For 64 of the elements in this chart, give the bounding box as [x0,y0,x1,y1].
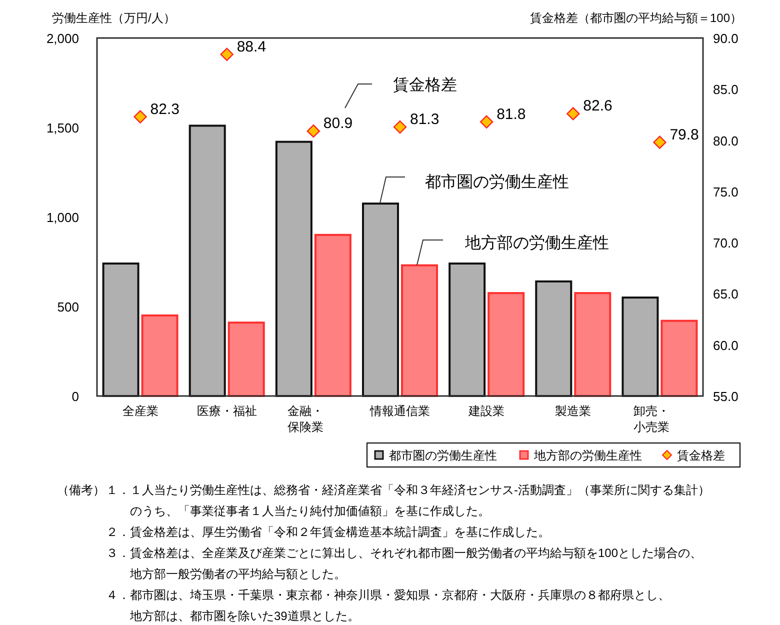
bar [102,262,140,397]
y-tick-label: 2,000 [46,31,79,46]
bar [660,320,698,397]
x-tick-label: 情報通信業 [369,404,430,418]
annotation: 都市圏の労働生産性 [425,173,569,191]
bar [574,292,612,397]
point [566,107,580,120]
y2-tick-label: 75.0 [713,184,738,200]
text: 地方部一般労働者の平均給与額とした。 [129,567,346,581]
y2-tick-label: 85.0 [713,82,738,98]
data-label: 82.3 [150,100,180,118]
y2-tick-label: 60.0 [713,338,738,353]
data-label: 88.4 [236,38,266,56]
point [134,110,147,124]
point [306,124,320,138]
data-label: 81.8 [496,106,526,123]
x-tick-label: 卸売・小売業 [634,404,670,434]
y2label: 賃金格差（都市圏の平均給与額＝100） [530,11,742,25]
text: ２．賃金格差は、厚生労働省「令和２年賃金構造基本統計調査」を基に作成した。 [106,525,550,539]
y2-tick-label: 80.0 [713,133,738,148]
annotation: 賃金格差 [393,76,457,94]
bar [401,264,438,397]
bar [622,296,659,397]
text: （備考） [57,483,105,497]
data-label: 80.9 [323,115,353,132]
data-label: 81.3 [410,110,440,128]
text: ４．都市圏は、埼玉県・千葉県・東京都・神奈川県・愛知県・京都府・大阪府・兵庫県の８都府県とし、 [106,588,670,602]
text: のうち、「事業従事者１人当たり純付加価値額」を基に作成した。 [130,504,490,518]
text: ３．賃金格差は、全産業及び産業ごとに算出し、それぞれ都市圏一般労働者の平均給与額を100とした場合の、 [106,546,702,560]
point [220,48,234,61]
x-tick-label: 金融・保険業 [287,404,324,434]
bar [314,234,352,397]
y2-tick-label: 90.0 [713,31,738,46]
legend-label: 賃金格差 [677,448,725,462]
bar [275,140,312,397]
bar [141,314,178,397]
y-tick-label: 1,000 [46,210,79,225]
text: １．１人当たり労働生産性は、総務省・経済産業省「令和３年経済センサス‐活動調査」（事業所に関する集計） [106,483,710,497]
x-tick-label: 建設業 [468,404,505,418]
point [653,136,666,149]
y-tick-label: 500 [57,300,79,314]
y2-tick-label: 65.0 [713,286,738,302]
x-tick-label: 医療・福祉 [196,404,257,418]
legend-label: 地方部の労働生産性 [533,448,642,462]
point [393,120,407,134]
bar [448,262,486,397]
y2-tick-label: 55.0 [713,389,738,404]
x-tick-label: 全産業 [122,404,158,418]
y2-tick-label: 70.0 [713,236,738,251]
y-tick-label: 0 [72,389,79,404]
ylabel: 労働生産性（万円/人） [52,11,176,25]
bar [228,322,265,397]
data-label: 79.8 [670,126,699,144]
x-tick-label: 製造業 [555,404,592,418]
bar [188,124,226,397]
legend-label: 都市圏の労働生産性 [389,448,497,462]
bar [535,280,572,397]
point [480,115,494,128]
text: 地方部は、都市圏を除いた39道県とした。 [129,609,360,623]
y-tick-label: 1,500 [46,120,79,136]
bar [362,202,399,397]
bar [488,292,525,397]
annotation: 地方部の労働生産性 [464,234,609,252]
data-label: 82.6 [583,98,612,115]
